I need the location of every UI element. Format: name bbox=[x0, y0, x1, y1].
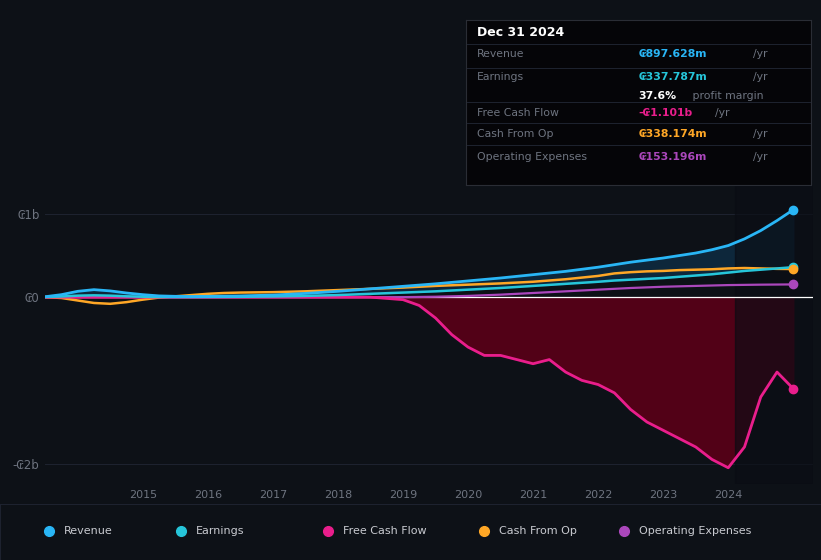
Text: /yr: /yr bbox=[753, 129, 767, 139]
Text: /yr: /yr bbox=[753, 152, 767, 162]
Text: ₢337.787m: ₢337.787m bbox=[639, 72, 708, 82]
Text: Revenue: Revenue bbox=[477, 49, 524, 59]
Text: Cash From Op: Cash From Op bbox=[499, 526, 577, 536]
Text: Free Cash Flow: Free Cash Flow bbox=[343, 526, 427, 536]
Text: Dec 31 2024: Dec 31 2024 bbox=[477, 26, 564, 39]
Text: /yr: /yr bbox=[753, 49, 767, 59]
Text: Free Cash Flow: Free Cash Flow bbox=[477, 108, 558, 118]
Text: Earnings: Earnings bbox=[477, 72, 524, 82]
Text: 37.6%: 37.6% bbox=[639, 91, 677, 101]
Text: ₢897.628m: ₢897.628m bbox=[639, 49, 707, 59]
Text: ₢338.174m: ₢338.174m bbox=[639, 129, 708, 139]
Text: /yr: /yr bbox=[753, 72, 767, 82]
Text: Earnings: Earnings bbox=[195, 526, 244, 536]
Bar bbox=[735, 185, 813, 484]
Text: -₢1.101b: -₢1.101b bbox=[639, 108, 693, 118]
Text: ₢153.196m: ₢153.196m bbox=[639, 152, 707, 162]
Text: Revenue: Revenue bbox=[64, 526, 112, 536]
Text: /yr: /yr bbox=[714, 108, 729, 118]
Text: profit margin: profit margin bbox=[689, 91, 764, 101]
Text: Cash From Op: Cash From Op bbox=[477, 129, 553, 139]
Text: Operating Expenses: Operating Expenses bbox=[477, 152, 587, 162]
Text: Operating Expenses: Operating Expenses bbox=[639, 526, 751, 536]
